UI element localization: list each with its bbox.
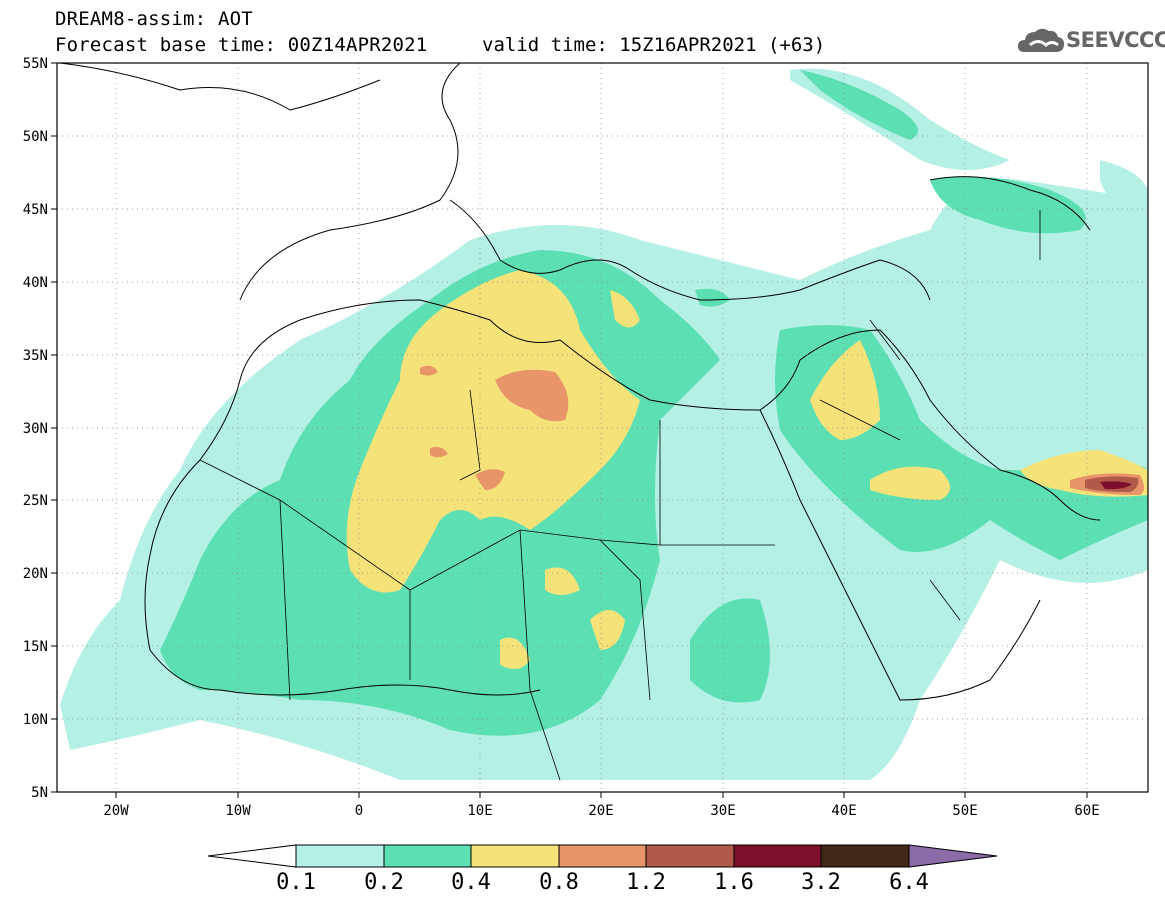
colorbar-under-arrow	[207, 844, 297, 868]
colorbar-segment	[733, 844, 822, 868]
lat-label: 20N	[23, 566, 48, 582]
lon-label: 0	[355, 803, 363, 819]
axis-ticks	[51, 62, 1088, 798]
country-borders	[199, 210, 1041, 781]
colorbar-segment	[295, 844, 385, 868]
colorbar-segment	[470, 844, 560, 868]
colorbar-label: 0.4	[451, 870, 491, 895]
lat-label: 25N	[23, 493, 48, 509]
colorbar-label: 0.8	[539, 870, 579, 895]
colorbar	[207, 844, 998, 868]
colorbar-segment	[820, 844, 910, 868]
lat-label: 30N	[23, 421, 48, 437]
lat-label: 10N	[23, 712, 48, 728]
cloud-logo-icon	[1018, 28, 1064, 52]
aot-contours	[60, 68, 1148, 781]
lon-label: 40E	[831, 803, 856, 819]
lat-label: 40N	[23, 275, 48, 291]
colorbar-label: 0.1	[276, 870, 316, 895]
colorbar-label: 1.2	[626, 870, 666, 895]
lon-label: 30E	[710, 803, 735, 819]
lon-label: 50E	[952, 803, 977, 819]
colorbar-segment	[558, 844, 647, 868]
lat-label: 5N	[31, 785, 48, 801]
forecast-base-time: Forecast base time: 00Z14APR2021	[55, 34, 428, 56]
colorbar-label: 0.2	[364, 870, 404, 895]
map-title: DREAM8-assim: AOT	[55, 8, 253, 30]
coastlines	[59, 63, 1101, 701]
logo-text: SEEVCCC	[1066, 28, 1165, 52]
lon-label: 10E	[467, 803, 492, 819]
colorbar-label: 6.4	[889, 870, 929, 895]
lat-label: 45N	[23, 202, 48, 218]
lon-label: 20E	[588, 803, 613, 819]
colorbar-over-arrow	[908, 844, 998, 868]
colorbar-label: 3.2	[801, 870, 841, 895]
lat-label: 55N	[23, 56, 48, 72]
lon-label: 10W	[225, 803, 251, 819]
colorbar-label: 1.6	[714, 870, 754, 895]
lon-label: 60E	[1074, 803, 1099, 819]
lat-label: 35N	[23, 348, 48, 364]
lat-labels: 55N 50N 45N 40N 35N 30N 25N 20N 15N 10N …	[23, 56, 48, 801]
colorbar-segment	[645, 844, 735, 868]
valid-time: valid time: 15Z16APR2021 (+63)	[482, 34, 826, 56]
lat-label: 15N	[23, 639, 48, 655]
lon-labels: 20W 10W 0 10E 20E 30E 40E 50E 60E	[103, 803, 1099, 819]
colorbar-segment	[383, 844, 472, 868]
lon-label: 20W	[103, 803, 129, 819]
graticule	[57, 63, 1148, 792]
lat-label: 50N	[23, 129, 48, 145]
